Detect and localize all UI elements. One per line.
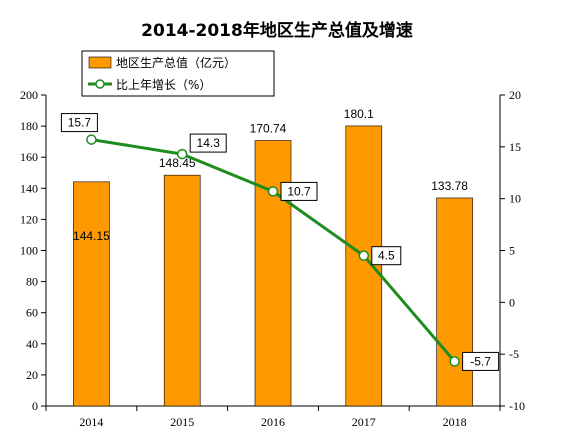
y-left-tick-label: 120 (20, 212, 38, 226)
y-left-tick-label: 160 (20, 150, 38, 164)
bar (254, 140, 292, 407)
y-right-tick-label: 0 (509, 295, 515, 309)
growth-value-label: 4.5 (378, 249, 395, 263)
growth-label-box (60, 113, 98, 133)
bar (73, 181, 110, 407)
growth-point (358, 250, 370, 261)
legend-line-label: 比上年增长（%） (116, 78, 211, 92)
bar-value-label: 148.45 (159, 156, 196, 170)
growth-value-label: -5.7 (470, 354, 491, 368)
growth-point (176, 148, 188, 160)
growth-point (86, 134, 97, 145)
y-left-tick-label: 60 (26, 306, 38, 320)
x-tick-label: 2018 (443, 415, 467, 429)
legend-box (81, 50, 275, 97)
y-left-tick-label: 140 (20, 181, 38, 195)
growth-value-label: 14.3 (197, 136, 221, 150)
y-right-tick-label: 20 (509, 88, 521, 102)
legend-bar-swatch (88, 56, 112, 69)
bar (345, 125, 383, 407)
growth-point (449, 356, 460, 367)
y-left-tick-label: 80 (26, 275, 38, 289)
x-tick-label: 2014 (79, 415, 103, 429)
bar (163, 174, 201, 407)
x-tick-label: 2016 (261, 415, 285, 429)
y-right-tick-label: 10 (509, 192, 521, 206)
growth-label-box (280, 181, 318, 201)
y-left-tick-label: 0 (32, 399, 38, 413)
growth-value-label: 15.7 (68, 116, 92, 130)
bar-value-label: 170.74 (250, 121, 287, 135)
y-left-tick-label: 40 (26, 337, 38, 351)
growth-point (267, 186, 279, 197)
y-right-tick-label: -5 (509, 347, 519, 361)
growth-label-box (189, 133, 227, 153)
y-left-tick-label: 180 (20, 119, 38, 133)
y-right-tick-label: 5 (509, 244, 515, 258)
chart-title: 2014-2018年地区生产总值及增速 (141, 20, 413, 41)
legend-line-marker (95, 79, 105, 89)
y-left-tick-label: 200 (20, 88, 38, 102)
growth-label-box (462, 351, 500, 371)
bar-value-label: 133.78 (431, 179, 468, 193)
plot-area: 0 20 40 60 80 100 120 140 160 180 200 -10 -5 0 5 10 15 20… (20, 88, 525, 429)
y-right-tick-label: 15 (509, 140, 521, 154)
growth-label-box (371, 246, 402, 266)
y-left-tick-label: 100 (20, 244, 38, 258)
x-tick-label: 2015 (170, 415, 194, 429)
bar (436, 197, 473, 407)
bar-value-label: 180.1 (344, 107, 374, 121)
y-right-tick-label: -10 (509, 399, 525, 413)
bar-value-label: 144.15 (73, 229, 110, 243)
legend-bar-label: 地区生产总值（亿元） (116, 55, 236, 70)
growth-value-label: 10.7 (287, 184, 311, 198)
x-tick-label: 2017 (352, 415, 376, 429)
y-left-tick-label: 20 (26, 368, 38, 382)
legend: 地区生产总值（亿元） 比上年增长（%） (81, 50, 275, 97)
